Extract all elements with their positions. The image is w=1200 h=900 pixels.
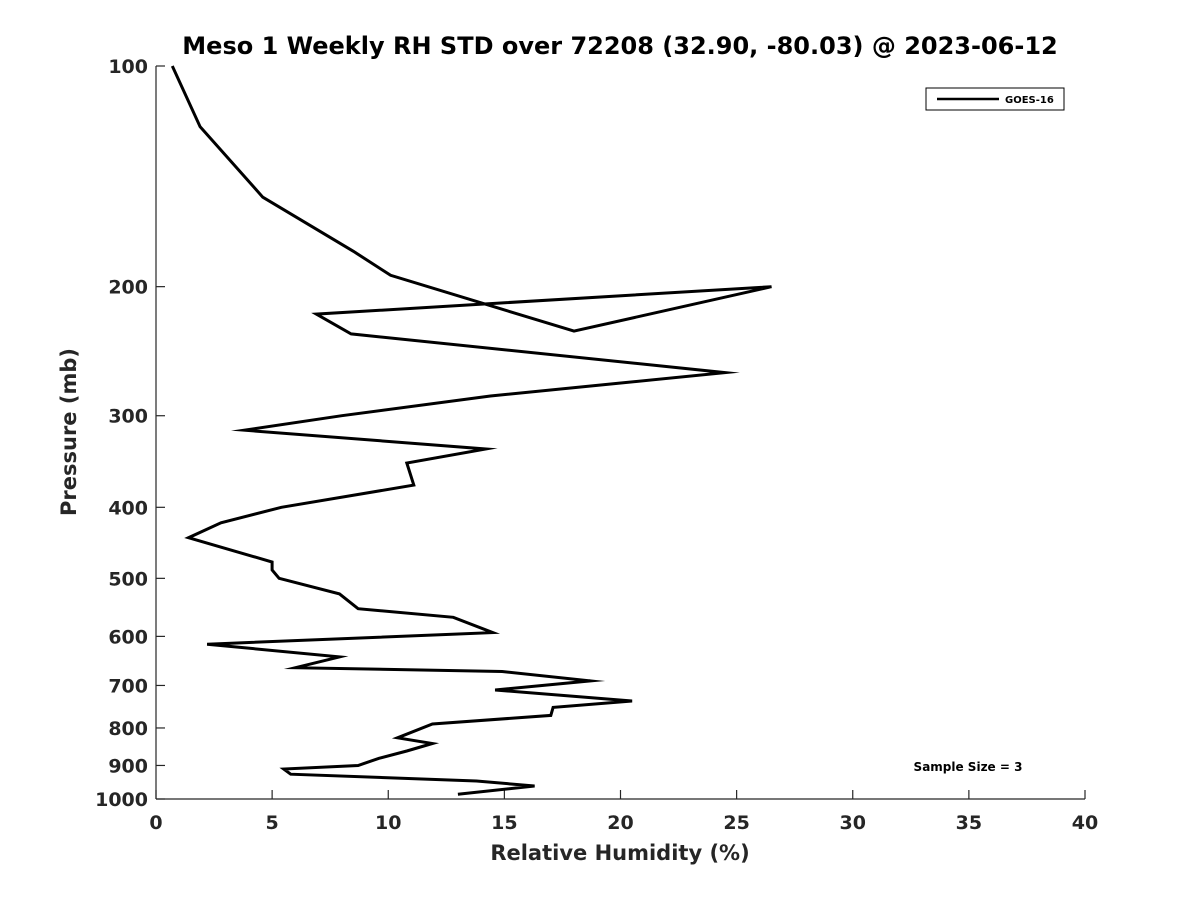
data-point-goes-16-9: [725, 372, 726, 373]
x-tick-label-40: 40: [1072, 812, 1098, 834]
data-point-goes-16-14: [406, 462, 407, 463]
chart-title: Meso 1 Weekly RH STD over 72208 (32.90, …: [182, 32, 1057, 60]
data-point-goes-16-18: [188, 537, 189, 538]
x-tick-label-25: 25: [723, 812, 749, 834]
data-point-goes-16-35: [432, 723, 433, 724]
y-tick-label-200: 200: [108, 277, 148, 299]
y-tick-label-500: 500: [108, 568, 148, 590]
axes: 0 5 10 15 20 25 30 35 40 100 200 300 400 500 600 700 80…: [95, 56, 1098, 834]
data-point-goes-16-41: [283, 768, 284, 769]
data-point-goes-16-22: [339, 593, 340, 594]
y-tick-label-900: 900: [108, 755, 148, 777]
data-point-goes-16-10: [490, 396, 491, 397]
data-point-goes-16-15: [413, 485, 414, 486]
data-point-goes-16-31: [495, 689, 496, 690]
sample-size-annotation: Sample Size = 3: [914, 760, 1023, 774]
x-tick-label-20: 20: [607, 812, 633, 834]
data-point-goes-16-20: [272, 569, 273, 570]
data-point-goes-16-11: [341, 415, 342, 416]
x-tick-label-5: 5: [266, 812, 279, 834]
y-tick-label-1000: 1000: [95, 789, 148, 811]
y-ticks: 100 200 300 400 500 600 700 800 900 1000: [95, 56, 165, 811]
y-tick-label-100: 100: [108, 56, 148, 78]
data-point-goes-16-5: [574, 331, 575, 332]
data-point-goes-16-6: [771, 286, 772, 287]
y-tick-label-800: 800: [108, 718, 148, 740]
data-point-goes-16-2: [262, 197, 263, 198]
data-point-goes-16-21: [279, 578, 280, 579]
y-tick-label-600: 600: [108, 626, 148, 648]
series-line-goes-16: [170, 65, 772, 796]
y-tick-label-700: 700: [108, 675, 148, 697]
y-tick-label-400: 400: [108, 497, 148, 519]
data-point-goes-16-26: [207, 644, 208, 645]
data-point-goes-16-7: [316, 314, 317, 315]
data-point-goes-16-32: [632, 700, 633, 701]
data-point-goes-16-45: [457, 794, 458, 795]
data-point-goes-16-17: [221, 522, 222, 523]
data-point-goes-16-4: [390, 275, 391, 276]
data-point-goes-16-1: [200, 126, 201, 127]
data-point-goes-16-36: [397, 737, 398, 738]
data-point-goes-16-28: [295, 667, 296, 668]
data-point-goes-16-37: [432, 743, 433, 744]
x-axis-label: Relative Humidity (%): [490, 841, 749, 865]
data-point-goes-16-38: [406, 750, 407, 751]
data-point-goes-16-25: [492, 632, 493, 633]
data-point-goes-16-44: [534, 786, 535, 787]
data-point-goes-16-3: [353, 251, 354, 252]
series-layer: [170, 65, 772, 796]
data-point-goes-16-19: [272, 562, 273, 563]
data-point-goes-16-12: [244, 430, 245, 431]
x-tick-label-10: 10: [375, 812, 401, 834]
data-point-goes-16-24: [453, 617, 454, 618]
data-point-goes-16-27: [339, 656, 340, 657]
data-point-goes-16-42: [290, 774, 291, 775]
x-tick-label-15: 15: [491, 812, 517, 834]
data-point-goes-16-39: [378, 758, 379, 759]
y-tick-label-300: 300: [108, 406, 148, 428]
x-ticks: 0 5 10 15 20 25 30 35 40: [149, 790, 1098, 834]
data-point-goes-16-43: [476, 780, 477, 781]
legend: GOES-16: [925, 87, 1065, 111]
data-point-goes-16-23: [358, 608, 359, 609]
data-point-goes-16-8: [351, 333, 352, 334]
data-point-goes-16-34: [550, 715, 551, 716]
data-point-goes-16-16: [281, 507, 282, 508]
x-tick-label-30: 30: [840, 812, 866, 834]
data-point-goes-16-30: [590, 680, 591, 681]
data-point-goes-16-13: [485, 448, 486, 449]
data-point-goes-16-33: [553, 707, 554, 708]
data-point-goes-16-0: [172, 66, 173, 67]
y-axis-label: Pressure (mb): [57, 348, 81, 516]
x-tick-label-35: 35: [956, 812, 982, 834]
x-tick-label-0: 0: [149, 812, 162, 834]
data-point-goes-16-40: [358, 765, 359, 766]
legend-label-goes-16: GOES-16: [1005, 95, 1054, 106]
data-point-goes-16-29: [502, 671, 503, 672]
